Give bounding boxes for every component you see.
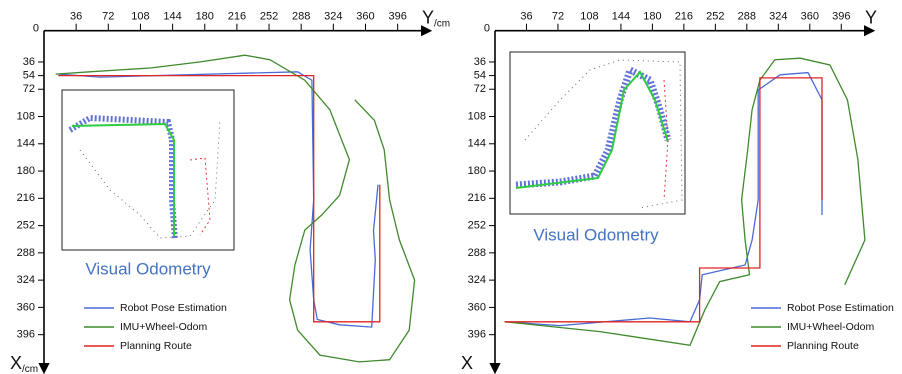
x-tick-label: 360 bbox=[801, 11, 819, 23]
y-tick-label: 54 bbox=[23, 70, 35, 82]
annotation: Visual Odometry bbox=[85, 259, 211, 278]
y-axis-name: X bbox=[461, 353, 473, 373]
y-tick-label: 144 bbox=[17, 138, 35, 150]
x-tick-label: 108 bbox=[580, 11, 598, 23]
y-axis-label: X bbox=[461, 353, 473, 373]
y-tick-label: 396 bbox=[17, 329, 35, 341]
x-tick-label: 288 bbox=[738, 11, 756, 23]
inset-left bbox=[62, 90, 234, 250]
y-axis-label: X/cm bbox=[10, 353, 38, 374]
y-tick-label: 180 bbox=[17, 165, 35, 177]
x-axis-name: Y bbox=[865, 7, 877, 27]
origin-label: 0 bbox=[484, 23, 490, 35]
x-tick-label: 144 bbox=[612, 11, 630, 23]
legend-label: Robot Pose Estimation bbox=[120, 302, 227, 314]
legend-label: Planning Route bbox=[787, 340, 859, 352]
x-tick-label: 396 bbox=[388, 11, 406, 23]
x-tick-label: 72 bbox=[552, 11, 564, 23]
y-tick-label: 72 bbox=[23, 83, 35, 95]
x-axis-label: Y bbox=[865, 7, 877, 27]
legend-label: IMU+Wheel-Odom bbox=[787, 321, 874, 333]
annotation: Visual Odometry bbox=[533, 225, 659, 244]
origin-label: 0 bbox=[33, 23, 39, 35]
y-tick-label: 36 bbox=[23, 56, 35, 68]
y-tick-label: 288 bbox=[468, 247, 486, 259]
x-tick-label: 252 bbox=[260, 11, 278, 23]
x-tick-label: 180 bbox=[643, 11, 661, 23]
y-tick-label: 324 bbox=[17, 274, 35, 286]
x-tick-label: 216 bbox=[228, 11, 246, 23]
y-tick-label: 108 bbox=[468, 110, 486, 122]
page: 0367210814418021625228832436039636547210… bbox=[0, 0, 902, 374]
figure: 0367210814418021625228832436039636547210… bbox=[0, 0, 902, 374]
y-tick-label: 144 bbox=[468, 138, 486, 150]
y-tick-label: 288 bbox=[17, 247, 35, 259]
legend-label: IMU+Wheel-Odom bbox=[120, 321, 207, 333]
x-tick-label: 288 bbox=[292, 11, 310, 23]
y-tick-label: 252 bbox=[17, 219, 35, 231]
y-tick-label: 360 bbox=[17, 301, 35, 313]
x-axis-label: Y/cm bbox=[422, 7, 450, 29]
y-tick-label: 216 bbox=[468, 192, 486, 204]
legend-label: Planning Route bbox=[120, 340, 192, 352]
x-tick-label: 108 bbox=[131, 11, 149, 23]
x-axis-name: Y bbox=[422, 7, 434, 27]
x-tick-label: 36 bbox=[520, 11, 532, 23]
y-tick-label: 324 bbox=[468, 274, 486, 286]
y-tick-label: 108 bbox=[17, 110, 35, 122]
x-tick-label: 396 bbox=[832, 11, 850, 23]
y-tick-label: 396 bbox=[468, 329, 486, 341]
x-tick-label: 360 bbox=[356, 11, 374, 23]
x-tick-label: 216 bbox=[675, 11, 693, 23]
x-tick-label: 180 bbox=[196, 11, 214, 23]
y-tick-label: 72 bbox=[474, 83, 486, 95]
x-axis-unit: /cm bbox=[434, 18, 450, 29]
x-tick-label: 36 bbox=[70, 11, 82, 23]
y-tick-label: 180 bbox=[468, 165, 486, 177]
y-axis-name: X bbox=[10, 353, 22, 373]
y-tick-label: 36 bbox=[474, 56, 486, 68]
x-tick-label: 72 bbox=[102, 11, 114, 23]
x-tick-label: 324 bbox=[324, 11, 342, 23]
y-tick-label: 54 bbox=[474, 70, 486, 82]
y-axis-unit: /cm bbox=[22, 364, 38, 374]
x-tick-label: 252 bbox=[706, 11, 724, 23]
x-tick-label: 144 bbox=[163, 11, 181, 23]
inset-right bbox=[510, 52, 685, 214]
x-tick-label: 324 bbox=[769, 11, 787, 23]
y-tick-label: 252 bbox=[468, 219, 486, 231]
legend-label: Robot Pose Estimation bbox=[787, 302, 894, 314]
y-tick-label: 216 bbox=[17, 192, 35, 204]
y-tick-label: 360 bbox=[468, 301, 486, 313]
